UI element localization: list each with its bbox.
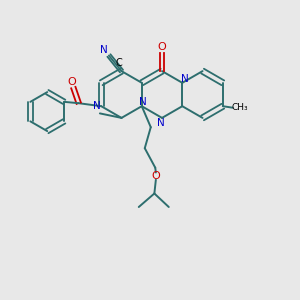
Text: N: N — [140, 97, 147, 107]
Text: N: N — [93, 101, 100, 111]
Text: O: O — [158, 42, 167, 52]
Text: C: C — [115, 58, 122, 68]
Text: N: N — [182, 74, 189, 84]
Text: N: N — [100, 45, 107, 55]
Text: N: N — [157, 118, 164, 128]
Text: O: O — [152, 171, 160, 181]
Text: O: O — [68, 76, 76, 87]
Text: CH₃: CH₃ — [232, 103, 248, 112]
